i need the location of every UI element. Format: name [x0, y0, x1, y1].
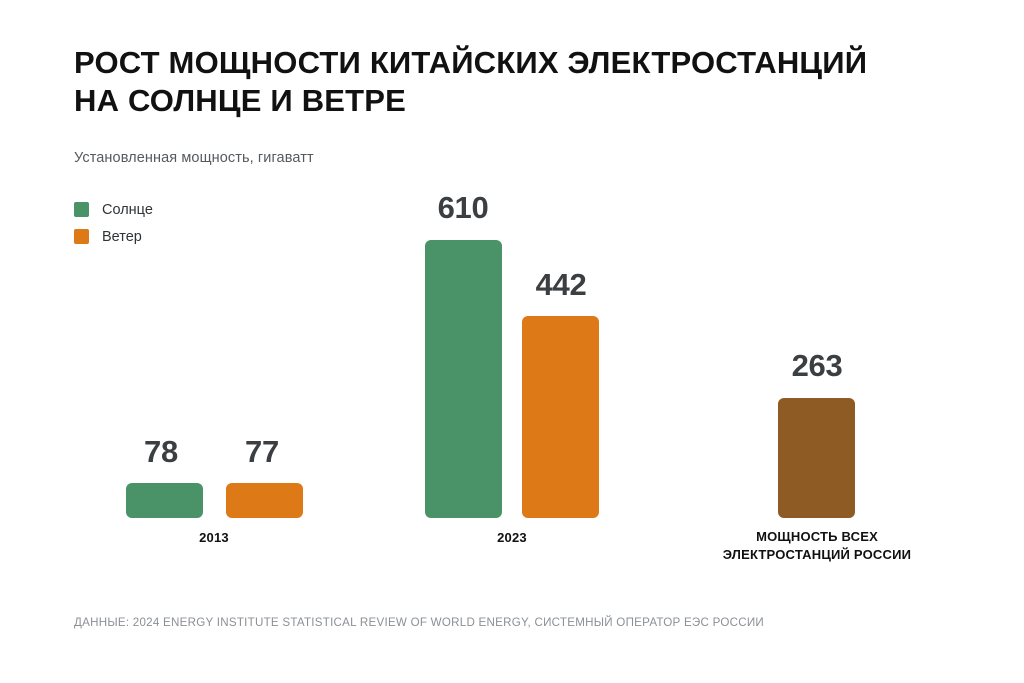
chart-legend: Солнце Ветер	[74, 196, 153, 250]
legend-label-solar: Солнце	[102, 201, 153, 218]
legend-swatch-solar-icon	[74, 202, 89, 217]
bar-2013-solar[interactable]	[126, 483, 203, 518]
page-title: РОСТ МОЩНОСТИ КИТАЙСКИХ ЭЛЕКТРОСТАНЦИЙ Н…	[74, 45, 868, 118]
bar-value-2013-wind: 77	[245, 434, 279, 469]
bar-value-russia-total: 263	[791, 348, 843, 383]
chart-subtitle: Установленная мощность, гигаватт	[74, 150, 314, 166]
group-label-2023: 2023	[497, 530, 527, 545]
bar-value-2023-wind: 442	[535, 267, 587, 302]
legend-swatch-wind-icon	[74, 229, 89, 244]
group-label-2013: 2013	[199, 530, 229, 545]
source-note: ДАННЫЕ: 2024 ENERGY INSTITUTE STATISTICA…	[74, 616, 765, 629]
bar-russia-total[interactable]	[778, 398, 855, 518]
bar-value-2023-solar: 610	[437, 190, 489, 225]
legend-item-wind[interactable]: Ветер	[74, 223, 153, 250]
bar-2013-wind[interactable]	[226, 483, 303, 518]
legend-label-wind: Ветер	[102, 228, 142, 245]
bar-2023-solar[interactable]	[425, 240, 502, 518]
group-label-russia-total: МОЩНОСТЬ ВСЕХ ЭЛЕКТРОСТАНЦИЙ РОССИИ	[722, 529, 912, 562]
bar-2023-wind[interactable]	[522, 316, 599, 518]
legend-item-solar[interactable]: Солнце	[74, 196, 153, 223]
bar-value-2013-solar: 78	[144, 434, 178, 469]
